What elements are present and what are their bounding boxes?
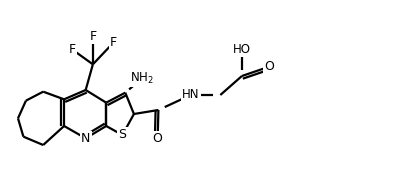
Text: F: F [69,43,76,56]
Text: NH$_2$: NH$_2$ [130,71,154,86]
Text: S: S [118,128,126,141]
Text: O: O [153,132,163,145]
Text: O: O [265,60,274,73]
Text: HO: HO [233,43,251,56]
Text: F: F [89,30,97,43]
Text: N: N [81,132,90,145]
Text: F: F [110,36,117,49]
Text: HN: HN [182,89,200,102]
